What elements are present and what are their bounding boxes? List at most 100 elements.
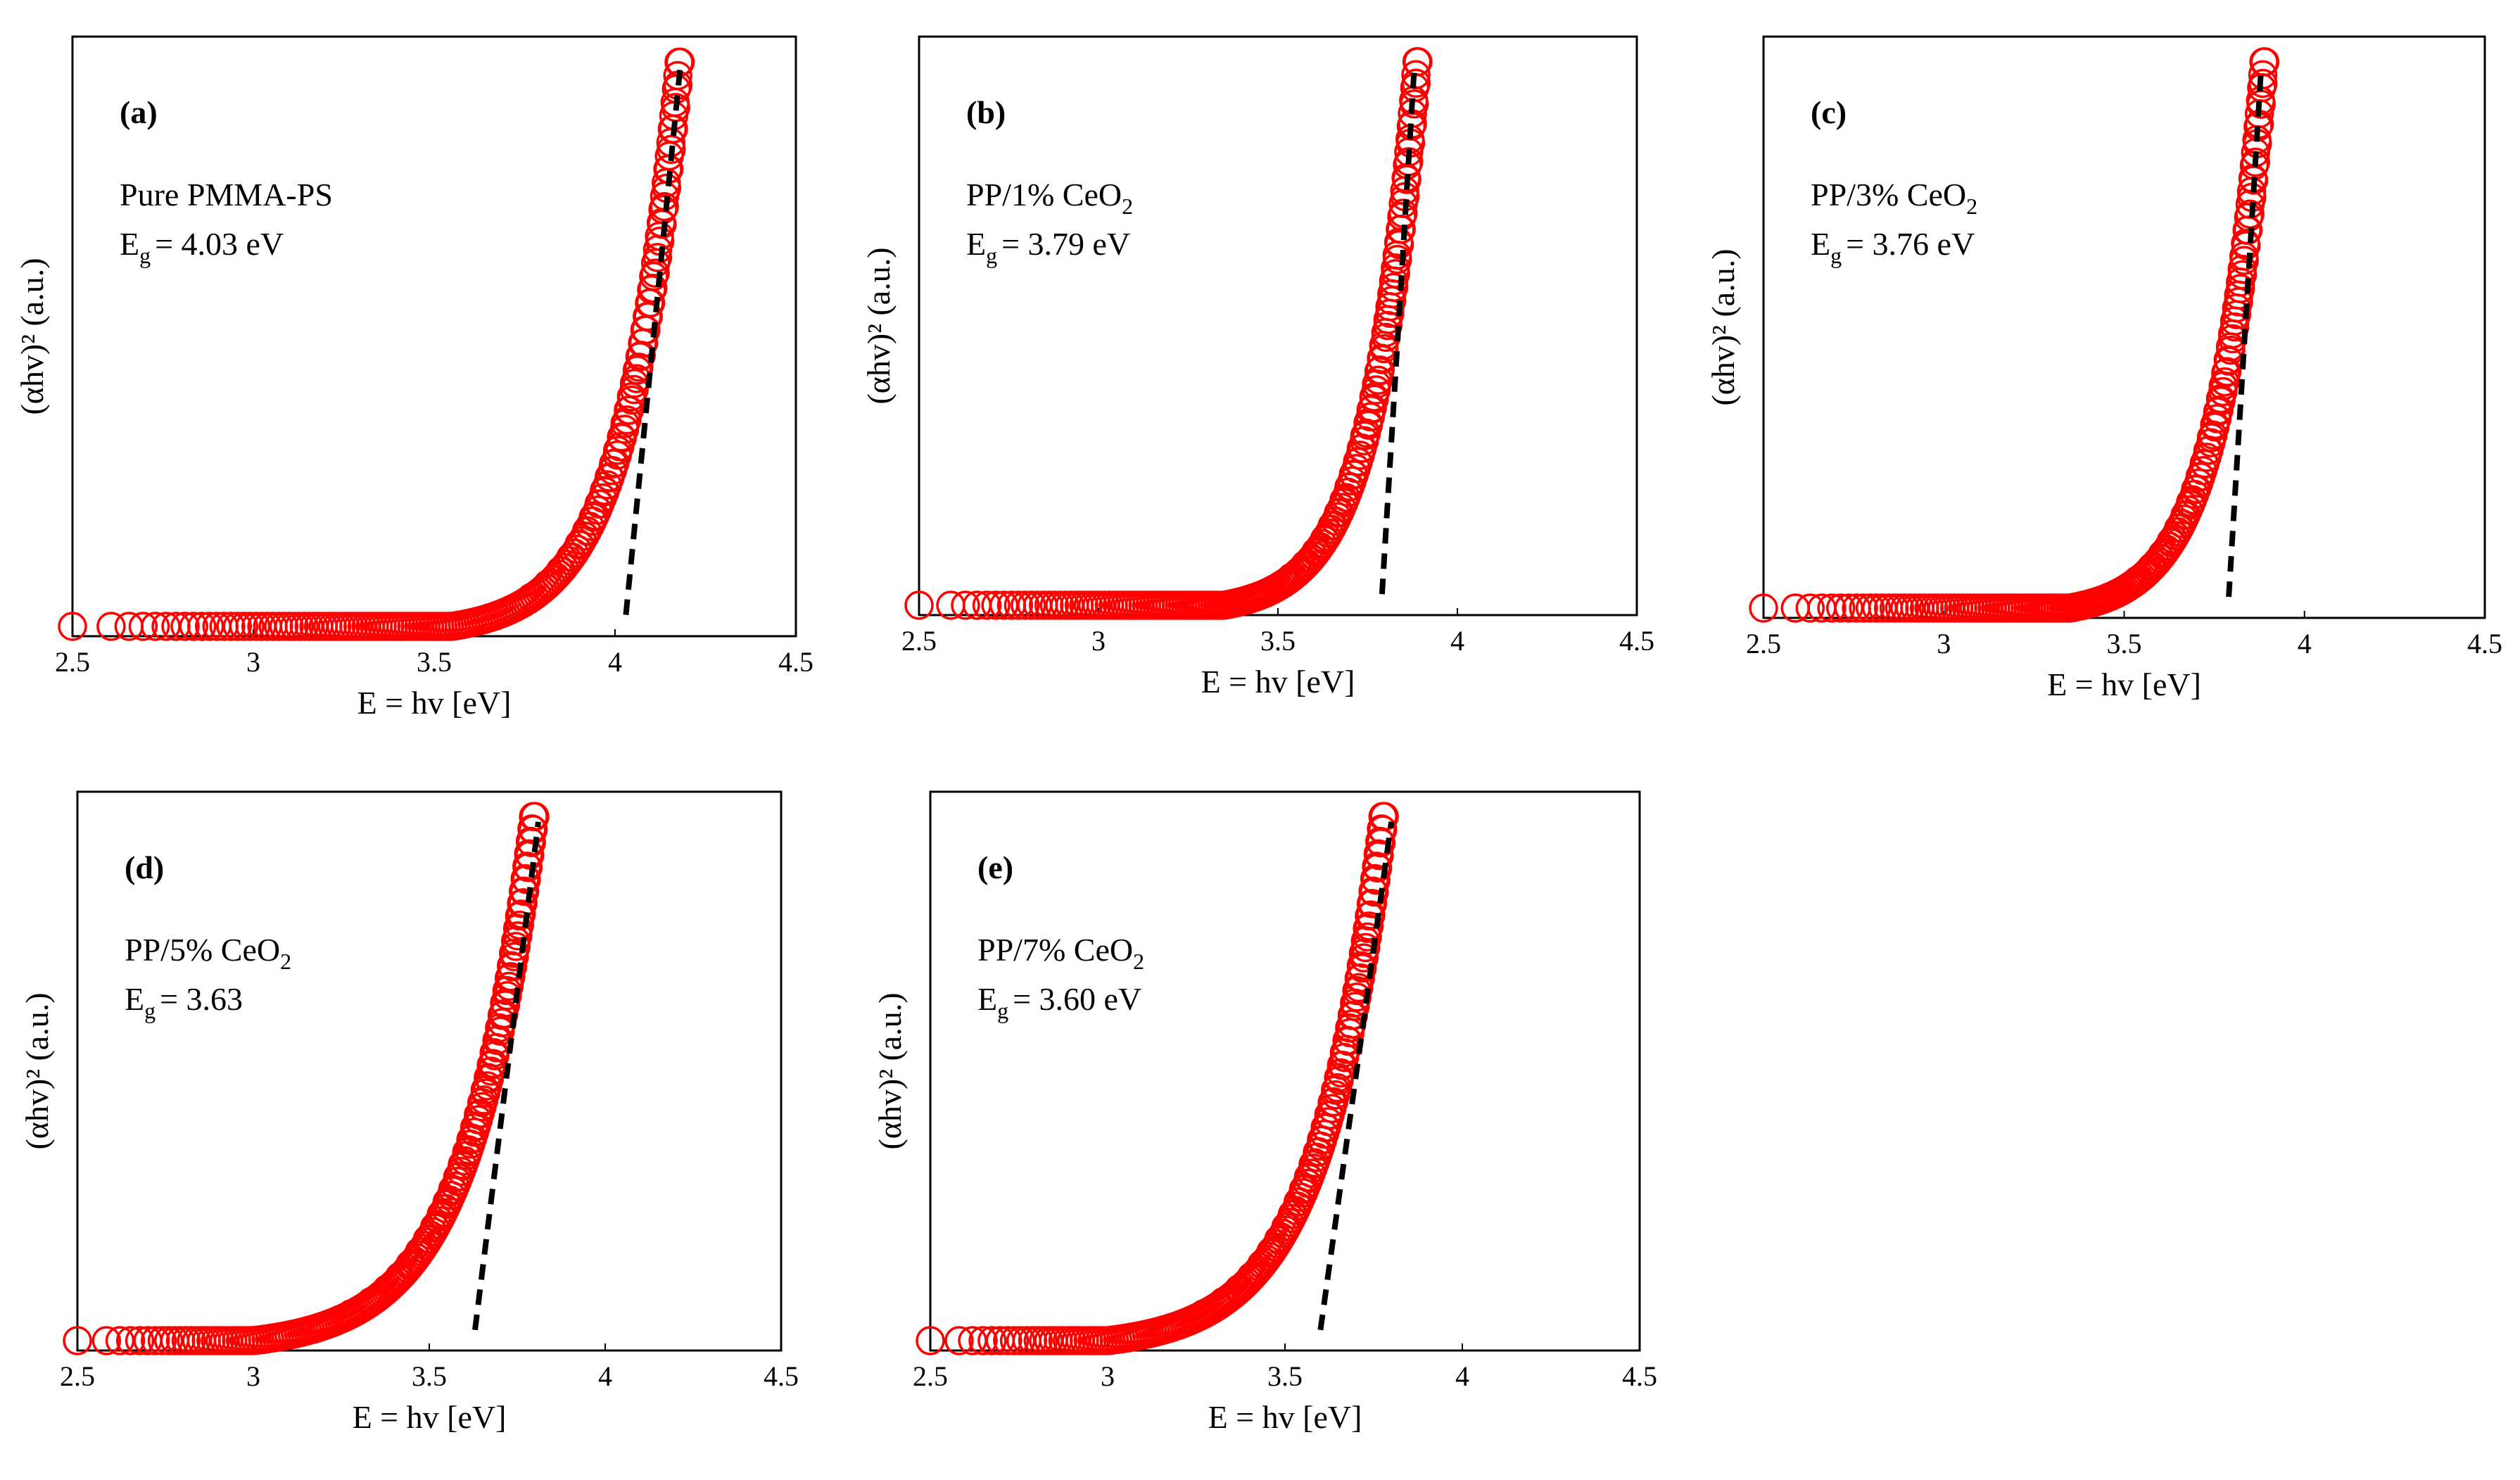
band-gap-label: Eg = 3.60 eV [977,981,1141,1023]
data-point [1861,593,1892,623]
x-tick-label: 4.5 [2467,628,2502,659]
data-point [147,1326,177,1355]
x-tick-label: 4 [598,1360,612,1392]
data-point [502,913,533,943]
band-gap-label: Eg = 3.79 eV [966,226,1130,268]
sample-label: Pure PMMA-PS [120,177,333,213]
x-tick-label: 3 [246,646,260,678]
data-point [612,405,642,435]
data-point [170,612,200,641]
data-point [1353,922,1382,952]
data-point [977,1326,1007,1355]
panel-d: 2.5 3 3.5 4 4.5 E = hv [eV] (αhv)² (a.u.) (d) PP… [19,790,799,1435]
fit-line [1379,67,1417,595]
data-point [1402,47,1432,77]
panel-c: 2.5 3 3.5 4 4.5 E = hv [eV] (αhv)² (a.u.) (c) PP… [1705,35,2502,702]
band-gap-label: Eg = 3.76 eV [1811,226,1975,268]
data-point [1283,1187,1313,1217]
data-point [624,353,654,382]
data-point [1344,973,1374,1003]
y-axis-title: (αhv)² (a.u.) [872,992,908,1149]
x-tick-label: 3 [1937,628,1951,659]
data-point [519,802,548,831]
data-point [599,449,628,479]
x-tick-label: 4.5 [1619,625,1654,657]
data-point [944,1326,974,1355]
data-point [1358,876,1388,906]
data-point [951,590,980,620]
data-point [115,1326,146,1355]
data-point [1849,593,1878,623]
data-point [2248,60,2278,90]
data-point [508,876,538,906]
data-point [904,590,934,620]
data-point [1367,814,1396,844]
sample-label: PP/1% CeO2 [966,177,1133,219]
fit-line [472,821,541,1331]
data-point [510,864,540,894]
data-point [1365,826,1395,856]
x-tick-label: 3.5 [2107,628,2142,659]
data-point [517,814,547,844]
x-tick-label: 2.5 [1746,628,1781,659]
data-point [2181,474,2210,505]
data-point [1329,485,1359,515]
panel-letter: (b) [966,94,1006,130]
data-point [505,901,535,931]
data-point [916,1326,945,1355]
data-point [1355,901,1384,931]
data-point [1317,511,1347,541]
data-point [1356,889,1386,918]
data-point [590,476,619,505]
data-point [1363,839,1393,868]
data-point [1362,852,1391,881]
data-point [140,612,170,641]
band-gap-label: Eg = 3.63 [125,981,243,1023]
x-axis-title: E = hv [eV] [357,685,512,721]
data-point [512,852,542,881]
x-tick-label: 3 [246,1360,260,1392]
data-point [584,489,614,519]
data-point [216,612,246,641]
panel-e: 2.5 3 3.5 4 4.5 E = hv [eV] (αhv)² (a.u.) (e) PP… [872,790,1657,1435]
sample-label: PP/3% CeO2 [1811,177,1977,219]
sample-label: PP/5% CeO2 [125,932,291,974]
x-axis-title: E = hv [eV] [1201,664,1355,700]
x-tick-label: 2.5 [913,1360,948,1392]
data-point [229,612,259,641]
x-tick-label: 3.5 [1267,1360,1303,1392]
x-axis-title: E = hv [eV] [2047,666,2201,702]
data-point [96,612,126,641]
x-tick-label: 3.5 [1260,625,1296,657]
data-point [607,422,636,452]
fit-line [623,68,683,616]
data-point [2249,47,2279,77]
data-point [999,1326,1030,1355]
x-tick-label: 4 [1455,1360,1469,1392]
data-point [432,1187,462,1217]
data-point [443,1162,473,1192]
data-point [235,612,265,641]
data-point [578,502,608,532]
x-tick-label: 4.5 [778,646,813,678]
panel-a: 2.5 3 3.5 4 4.5 E = hv [eV] (αhv)² (a.u.) (a) Pu… [14,35,813,721]
data-point [91,1326,122,1355]
y-axis-title: (αhv)² (a.u.) [861,247,897,404]
data-point [1353,913,1382,943]
data-point [2164,513,2193,543]
data-point [1017,590,1046,620]
fit-line [1317,821,1395,1331]
x-tick-label: 3 [1091,625,1106,657]
data-point [564,529,594,559]
y-axis-title: (αhv)² (a.u.) [19,992,55,1149]
data-point [2170,500,2200,531]
fit-line [2226,67,2265,597]
panel-letter: (a) [120,94,158,130]
x-tick-label: 3.5 [412,1360,447,1392]
data-point [187,612,217,641]
data-point [1360,864,1390,894]
x-tick-label: 4.5 [1622,1360,1657,1392]
data-point [1350,926,1381,956]
data-point [494,971,524,1001]
